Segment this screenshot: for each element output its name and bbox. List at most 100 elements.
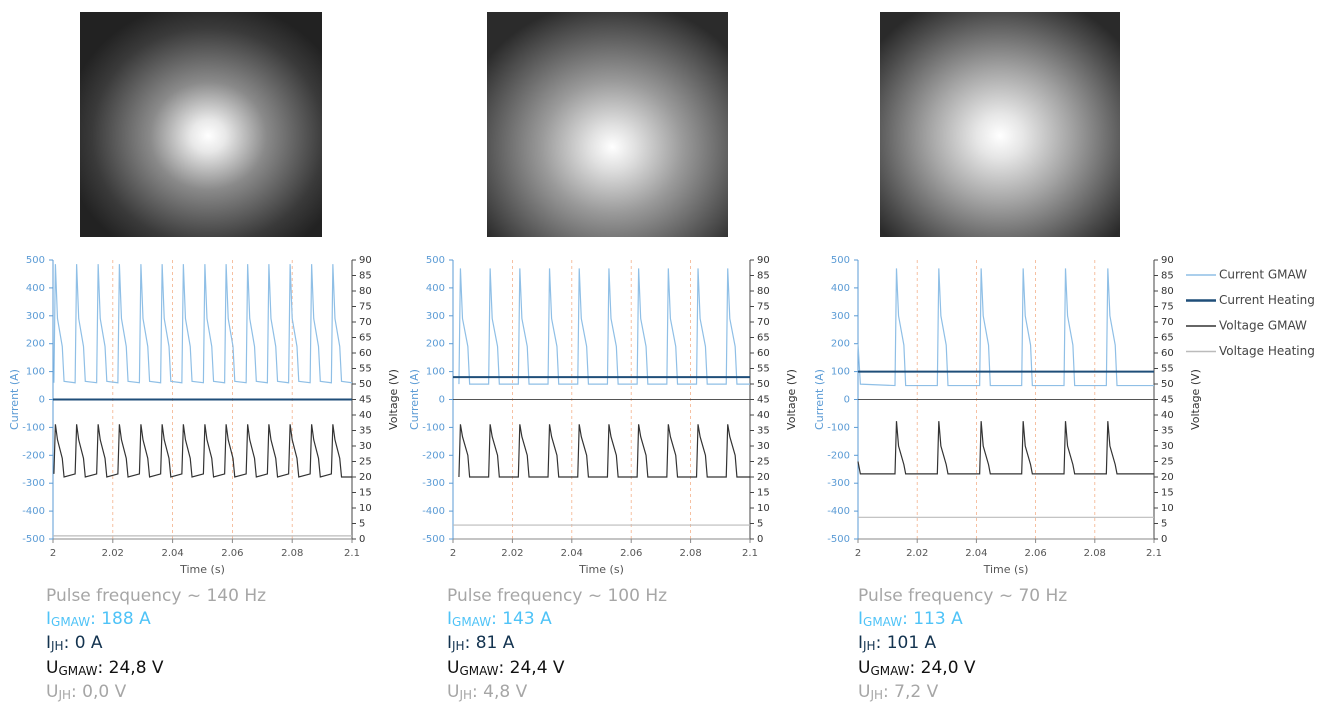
y2-axis-label: Voltage (V)	[785, 369, 798, 430]
y2-tick-label: 50	[757, 379, 770, 390]
annotation-subscript: JH	[862, 639, 876, 653]
annotation-text: : 0 A	[64, 633, 103, 653]
y2-tick-label: 10	[757, 503, 770, 514]
y-tick-label: 200	[426, 339, 445, 350]
weld-photo	[487, 12, 728, 237]
annotation-subscript: GMAW	[51, 615, 90, 629]
y2-tick-label: 0	[1161, 534, 1167, 545]
y2-tick-label: 80	[757, 286, 770, 297]
annotation-subscript: JH	[57, 688, 71, 702]
y-tick-label: 100	[831, 367, 850, 378]
series-line	[857, 421, 1154, 475]
y2-tick-label: 5	[359, 519, 365, 530]
annotation: UJH: 7,2 V	[858, 682, 939, 702]
y2-axis-label: Voltage (V)	[1189, 369, 1202, 430]
y2-tick-label: 45	[359, 395, 372, 406]
y2-tick-label: 40	[1161, 410, 1174, 421]
series-line	[53, 264, 353, 384]
legend-label: Voltage GMAW	[1219, 319, 1307, 333]
annotation-subscript: JH	[869, 688, 883, 702]
y-tick-label: 100	[426, 367, 445, 378]
y2-tick-label: 35	[359, 426, 372, 437]
x-tick-label: 2	[50, 548, 56, 559]
y2-tick-label: 30	[1161, 441, 1174, 452]
y2-tick-label: 75	[359, 302, 372, 313]
annotation-text: : 24,0 V	[910, 658, 976, 678]
annotation-text: : 4,8 V	[472, 682, 528, 702]
y2-tick-label: 85	[1161, 271, 1174, 282]
y-tick-label: -300	[22, 478, 45, 489]
annotation: UGMAW: 24,0 V	[858, 658, 976, 678]
weld-photo	[880, 12, 1120, 237]
annotation-symbol: U	[858, 682, 870, 702]
annotation-subscript: GMAW	[459, 664, 498, 678]
y2-tick-label: 60	[359, 348, 372, 359]
annotation-symbol: U	[46, 658, 58, 678]
annotation-text: : 81 A	[465, 633, 515, 653]
y2-tick-label: 25	[757, 457, 770, 468]
x-tick-label: 2.1	[344, 548, 360, 559]
annotation: UGMAW: 24,8 V	[46, 658, 164, 678]
annotation-text: : 113 A	[902, 609, 963, 629]
y2-tick-label: 15	[1161, 488, 1174, 499]
annotation-symbol: U	[447, 658, 459, 678]
y2-tick-label: 90	[1161, 255, 1174, 266]
annotation-text: : 24,8 V	[98, 658, 164, 678]
weld-photo	[80, 12, 322, 237]
y-tick-label: -400	[422, 506, 445, 517]
x-tick-label: 2	[855, 548, 861, 559]
annotation-subscript: JH	[50, 639, 64, 653]
x-tick-label: 2.04	[965, 548, 987, 559]
y2-tick-label: 35	[757, 426, 770, 437]
annotation-symbol: U	[858, 658, 870, 678]
legend-label: Current GMAW	[1219, 268, 1307, 282]
annotation-symbol: U	[46, 682, 58, 702]
x-tick-label: 2.04	[161, 548, 183, 559]
y-tick-label: 0	[39, 395, 45, 406]
y2-tick-label: 20	[1161, 472, 1174, 483]
x-tick-label: 2.04	[561, 548, 583, 559]
annotation: IJH: 81 A	[447, 633, 515, 653]
y2-tick-label: 25	[1161, 457, 1174, 468]
x-tick-label: 2.08	[281, 548, 303, 559]
annotation-subscript: GMAW	[870, 664, 909, 678]
annotation-symbol: I	[858, 609, 863, 629]
annotation-text: : 101 A	[876, 633, 937, 653]
y-tick-label: 400	[26, 283, 45, 294]
y-tick-label: 500	[426, 255, 445, 266]
annotation: Pulse frequency ~ 70 Hz	[858, 586, 1067, 606]
y2-tick-label: 0	[359, 534, 365, 545]
annotation-symbol: I	[46, 609, 51, 629]
y-tick-label: 200	[831, 339, 850, 350]
annotation-subscript: JH	[458, 688, 472, 702]
annotation-text: : 24,4 V	[499, 658, 565, 678]
x-tick-label: 2.06	[620, 548, 642, 559]
y2-tick-label: 45	[1161, 395, 1174, 406]
annotation-text: : 143 A	[491, 609, 552, 629]
y2-tick-label: 85	[359, 271, 372, 282]
x-tick-label: 2.06	[1024, 548, 1046, 559]
y-axis-label: Current (A)	[813, 369, 826, 430]
series-line	[857, 268, 1154, 387]
x-tick-label: 2.02	[501, 548, 523, 559]
y-tick-label: -400	[22, 506, 45, 517]
y-tick-label: 0	[439, 395, 445, 406]
y2-tick-label: 10	[1161, 503, 1174, 514]
y2-tick-label: 25	[359, 457, 372, 468]
annotation-text: Pulse frequency ~ 140 Hz	[46, 586, 266, 606]
y2-tick-label: 40	[359, 410, 372, 421]
y-tick-label: 300	[426, 311, 445, 322]
annotation-text: : 0,0 V	[71, 682, 127, 702]
y2-tick-label: 65	[359, 333, 372, 344]
y-tick-label: -200	[22, 450, 45, 461]
y2-tick-label: 75	[757, 302, 770, 313]
y-tick-label: -100	[827, 422, 850, 433]
y-tick-label: -300	[827, 478, 850, 489]
y-tick-label: -100	[422, 422, 445, 433]
y2-tick-label: 80	[1161, 286, 1174, 297]
annotation-symbol: U	[447, 682, 459, 702]
x-tick-label: 2.06	[221, 548, 243, 559]
annotation: Pulse frequency ~ 140 Hz	[46, 586, 266, 606]
y2-tick-label: 65	[757, 333, 770, 344]
x-tick-label: 2.08	[679, 548, 701, 559]
